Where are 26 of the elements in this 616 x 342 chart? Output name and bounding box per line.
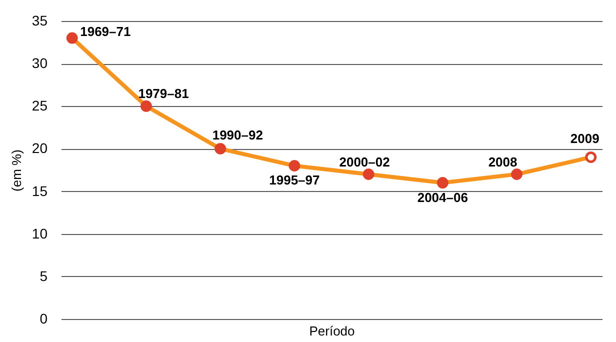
point	[362, 168, 374, 180]
annotation: 1995–97	[269, 172, 320, 188]
annotation: 2004–06	[417, 190, 468, 205]
point	[585, 152, 597, 163]
point	[436, 177, 448, 188]
point	[66, 32, 78, 44]
y-tick-label: 5	[40, 268, 48, 284]
annotation: 1969–71	[80, 24, 131, 40]
annotation: 1979–81	[138, 86, 189, 102]
y-tick-label: 25	[32, 98, 48, 114]
annotation: 2008	[488, 154, 518, 170]
point	[140, 100, 152, 112]
annotation: 2000–02	[339, 154, 390, 170]
point	[288, 160, 300, 172]
y-axis-title: (em %)	[8, 150, 24, 192]
y-tick-label: 15	[32, 182, 48, 199]
x-axis-title: Período	[309, 324, 355, 338]
y-tick-label: 30	[32, 55, 48, 72]
y-tick-label: 35	[32, 12, 48, 28]
point	[214, 143, 226, 154]
annotation: 1990–92	[212, 128, 263, 143]
y-tick-label: 0	[40, 310, 48, 326]
y-tick-label: 10	[32, 225, 48, 242]
point	[511, 168, 522, 180]
y-tick-label: 20	[32, 140, 48, 156]
annotation: 2009	[570, 131, 600, 146]
